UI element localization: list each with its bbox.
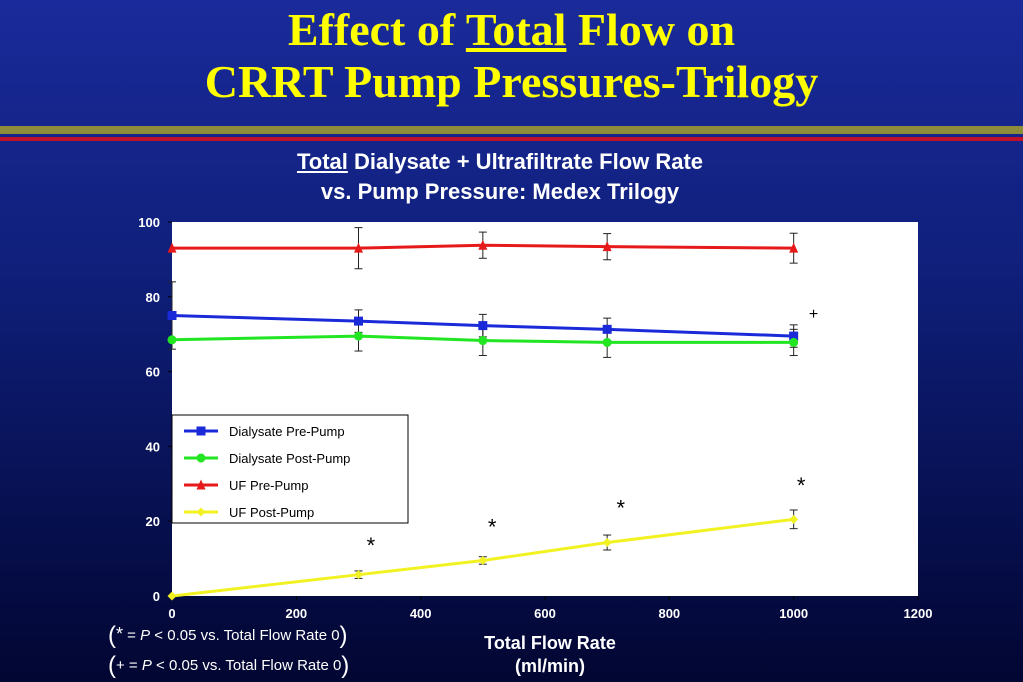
legend-marker-3 <box>196 507 206 517</box>
legend-label-0: Dialysate Pre-Pump <box>229 424 345 439</box>
annotation-1: * <box>488 514 497 539</box>
legend-label-3: UF Post-Pump <box>229 505 314 520</box>
x-tick-label-5: 1000 <box>779 606 808 621</box>
y-tick-label-1: 20 <box>146 514 160 529</box>
slide-title-line2: CRRT Pump Pressures-Trilogy <box>204 56 819 107</box>
x-axis-label: Total Flow Rate (ml/min) <box>484 633 616 676</box>
series-2-point-3 <box>602 241 612 252</box>
y-tick-label-3: 60 <box>146 365 160 380</box>
x-tick-label-3: 600 <box>534 606 556 621</box>
y-tick-label-0: 0 <box>153 589 160 604</box>
series-1-point-4 <box>789 337 799 347</box>
slide-title: Effect of Total Flow on CRRT Pump Pressu… <box>0 4 1023 108</box>
series-0-point-3 <box>602 324 612 334</box>
footnote-plus: (+ = P < 0.05 vs. Total Flow Rate 0) <box>108 652 350 679</box>
y-tick-label-2: 40 <box>146 439 160 454</box>
series-2-point-2 <box>478 239 488 250</box>
series-3-point-2 <box>478 555 488 565</box>
series-3-point-0 <box>167 591 177 601</box>
series-3-point-3 <box>602 538 612 548</box>
legend-marker-1 <box>196 453 206 463</box>
legend-marker-2 <box>196 479 206 490</box>
slide-title-prefix: Effect of <box>287 4 466 55</box>
slide-title-suffix: Flow on <box>566 4 736 55</box>
series-1-point-3 <box>602 337 612 347</box>
series-3-point-4 <box>789 514 799 524</box>
legend-label-1: Dialysate Post-Pump <box>229 451 350 466</box>
series-1-point-1 <box>354 331 363 341</box>
series-2-point-4 <box>789 242 799 253</box>
x-tick-label-6: 1200 <box>904 606 933 621</box>
annotation-2: * <box>617 496 626 521</box>
legend-marker-0 <box>196 426 206 436</box>
chart-title-underlined: Total <box>296 149 348 174</box>
footnote-star: (* = P < 0.05 vs. Total Flow Rate 0) <box>108 622 348 649</box>
footnote-plus-symbol: + <box>116 657 125 674</box>
series-3-point-1 <box>354 570 363 580</box>
y-tick-label-4: 80 <box>146 290 160 305</box>
y-tick-label-5: 100 <box>138 215 160 230</box>
red-divider-bar <box>0 137 1023 141</box>
slide-title-underlined: Total <box>465 4 567 55</box>
series-1-point-0 <box>167 335 177 345</box>
chart-title-line2: vs. Pump Pressure: Medex Trilogy <box>320 179 680 204</box>
footnote-star-symbol: * <box>116 624 124 644</box>
annotation-0: * <box>367 533 376 558</box>
x-tick-label-4: 800 <box>658 606 680 621</box>
series-0-point-4 <box>789 331 799 341</box>
chart-title-rest: Dialysate + Ultrafiltrate Flow Rate <box>347 149 704 174</box>
series-2-point-1 <box>354 242 363 253</box>
annotation-3: * <box>797 473 806 498</box>
annotation-4: + <box>809 306 818 323</box>
chart-title: Total Dialysate + Ultrafiltrate Flow Rat… <box>0 147 1000 207</box>
series-0-point-2 <box>478 321 488 331</box>
series-0-point-0 <box>167 311 177 320</box>
olive-divider-bar <box>0 126 1023 134</box>
legend-label-2: UF Pre-Pump <box>229 478 308 493</box>
x-tick-label-0: 0 <box>168 606 175 621</box>
series-0-point-1 <box>354 316 363 326</box>
series-1-point-2 <box>478 336 488 346</box>
series-2-point-0 <box>167 242 177 253</box>
plot-area <box>172 222 918 596</box>
legend-box <box>171 414 409 524</box>
x-tick-label-1: 200 <box>285 606 307 621</box>
x-tick-label-2: 400 <box>410 606 432 621</box>
